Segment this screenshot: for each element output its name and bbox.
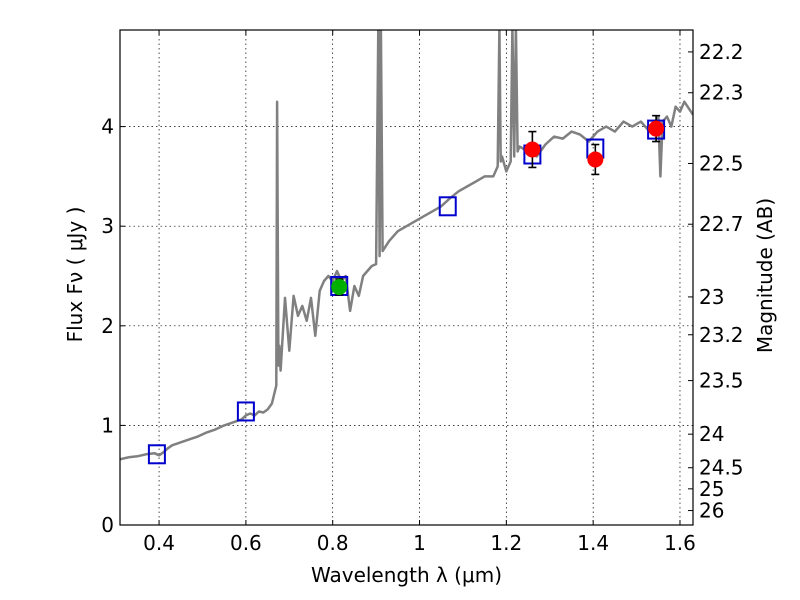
observed-point xyxy=(648,120,665,137)
x-axis-label: Wavelength λ (μm) xyxy=(311,563,502,587)
y-tick-label: 4 xyxy=(101,115,114,139)
model-photometry-square xyxy=(236,401,255,422)
x-tick-label: 1.2 xyxy=(490,531,522,555)
x-tick-label: 1.6 xyxy=(664,531,696,555)
grid-lines xyxy=(120,30,693,526)
x-tick-label: 1 xyxy=(413,531,426,555)
x-tick-label: 0.6 xyxy=(230,531,262,555)
right-tick-label: 22.7 xyxy=(699,212,744,236)
y-tick-label: 0 xyxy=(101,513,114,537)
observed-point xyxy=(587,151,604,168)
right-tick-label: 24 xyxy=(699,422,724,446)
observed-point xyxy=(524,141,541,158)
y-axis-label-right: Magnitude (AB) xyxy=(753,198,777,353)
x-tick-label: 0.4 xyxy=(143,531,175,555)
right-tick-label: 23 xyxy=(699,285,724,309)
right-tick-label: 23.2 xyxy=(699,323,744,347)
right-tick-label: 22.3 xyxy=(699,81,744,105)
right-tick-label: 26 xyxy=(699,499,724,523)
right-tick-label: 22.2 xyxy=(699,40,744,64)
x-tick-label: 0.8 xyxy=(317,531,349,555)
model-photometry-square xyxy=(438,196,457,217)
plot-area xyxy=(120,30,693,465)
y-axis-label-left: Flux Fν ( μJy ) xyxy=(63,207,87,343)
plot-frame xyxy=(119,29,694,526)
y-tick-label: 1 xyxy=(101,413,114,437)
right-tick-label: 22.5 xyxy=(699,151,744,175)
right-tick-label: 23.5 xyxy=(699,369,744,393)
right-tick-label: 25 xyxy=(699,477,724,501)
axis-ticks: 0.4 0.6 0.8 1 1.2 1.4 1.60123422.222.322.522.7… xyxy=(101,30,744,555)
y-tick-label: 3 xyxy=(101,214,114,238)
observed-point xyxy=(331,278,348,295)
spectrum-line xyxy=(120,30,693,461)
x-tick-label: 1.4 xyxy=(577,531,609,555)
right-tick-label: 24.5 xyxy=(699,456,744,480)
y-tick-label: 2 xyxy=(101,314,114,338)
model-photometry-square xyxy=(147,444,166,465)
